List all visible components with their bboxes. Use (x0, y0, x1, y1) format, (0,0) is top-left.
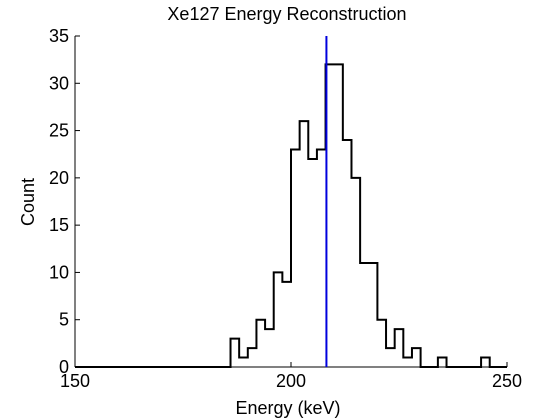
x-tick-label: 150 (60, 371, 90, 391)
plot-area: 0 5 10 15 20 25 30 35 150 200 250 (49, 26, 522, 391)
y-tick-label: 20 (49, 168, 69, 188)
y-tick-label: 30 (49, 73, 69, 93)
x-tick-label: 250 (492, 371, 522, 391)
y-tick-label: 0 (59, 357, 69, 377)
histogram-bar (369, 263, 378, 367)
histogram-bar (231, 339, 240, 367)
histogram-bar (239, 358, 248, 367)
y-tick-label: 15 (49, 215, 69, 235)
histogram-bar (317, 149, 326, 367)
histogram-bar (403, 358, 412, 367)
histogram-bar (343, 140, 352, 367)
histogram-bar (438, 358, 447, 367)
histogram-bar (334, 64, 343, 367)
x-tick-label: 200 (276, 371, 306, 391)
histogram-bar (395, 329, 404, 367)
histogram-bar (291, 149, 300, 367)
chart-title: Xe127 Energy Reconstruction (167, 4, 406, 24)
histogram-bar (256, 320, 265, 367)
histogram-bar (282, 282, 291, 367)
y-tick-label: 5 (59, 310, 69, 330)
histogram-bar (412, 348, 421, 367)
y-axis-label: Count (18, 178, 38, 226)
histogram-bar (360, 263, 369, 367)
histogram-bar (377, 320, 386, 367)
y-tick-label: 35 (49, 26, 69, 46)
histogram-outline (75, 63, 507, 368)
histogram-bar (300, 121, 309, 367)
histogram-bar (481, 358, 490, 367)
histogram-bar (265, 329, 274, 367)
histogram-bar (308, 159, 317, 367)
histogram-bar (274, 272, 283, 367)
histogram-bar (351, 178, 360, 367)
x-axis-label: Energy (keV) (235, 398, 340, 418)
histogram-bar (248, 348, 257, 367)
histogram-bar (386, 348, 395, 367)
y-tick-label: 25 (49, 121, 69, 141)
y-tick-label: 10 (49, 262, 69, 282)
